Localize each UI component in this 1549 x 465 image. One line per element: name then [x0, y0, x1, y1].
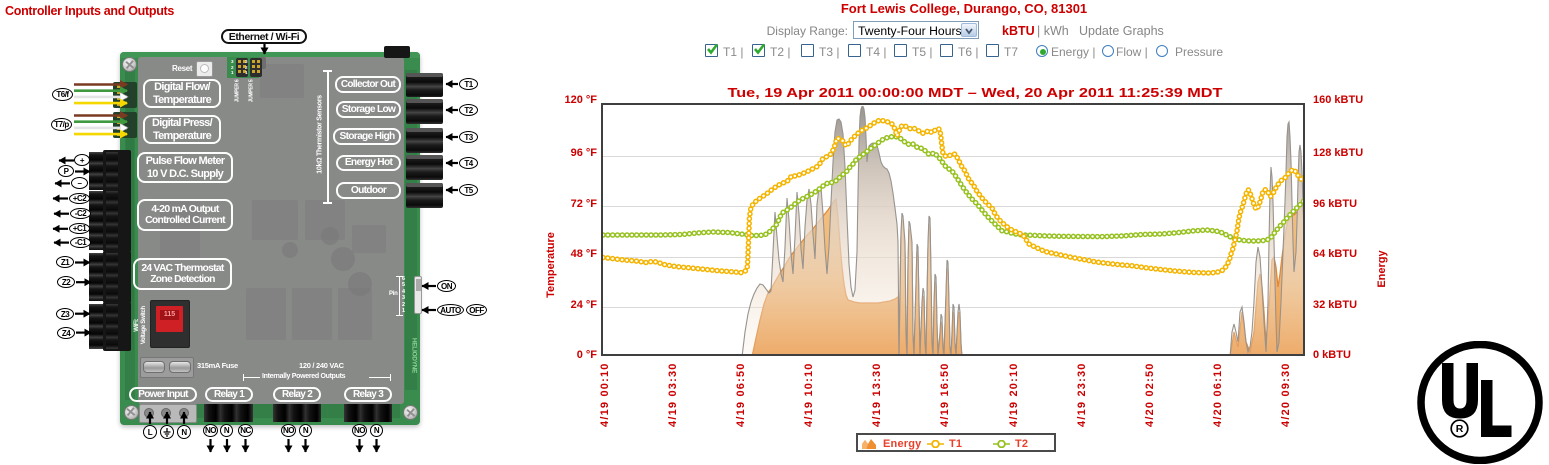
- svg-text:R: R: [1456, 423, 1464, 435]
